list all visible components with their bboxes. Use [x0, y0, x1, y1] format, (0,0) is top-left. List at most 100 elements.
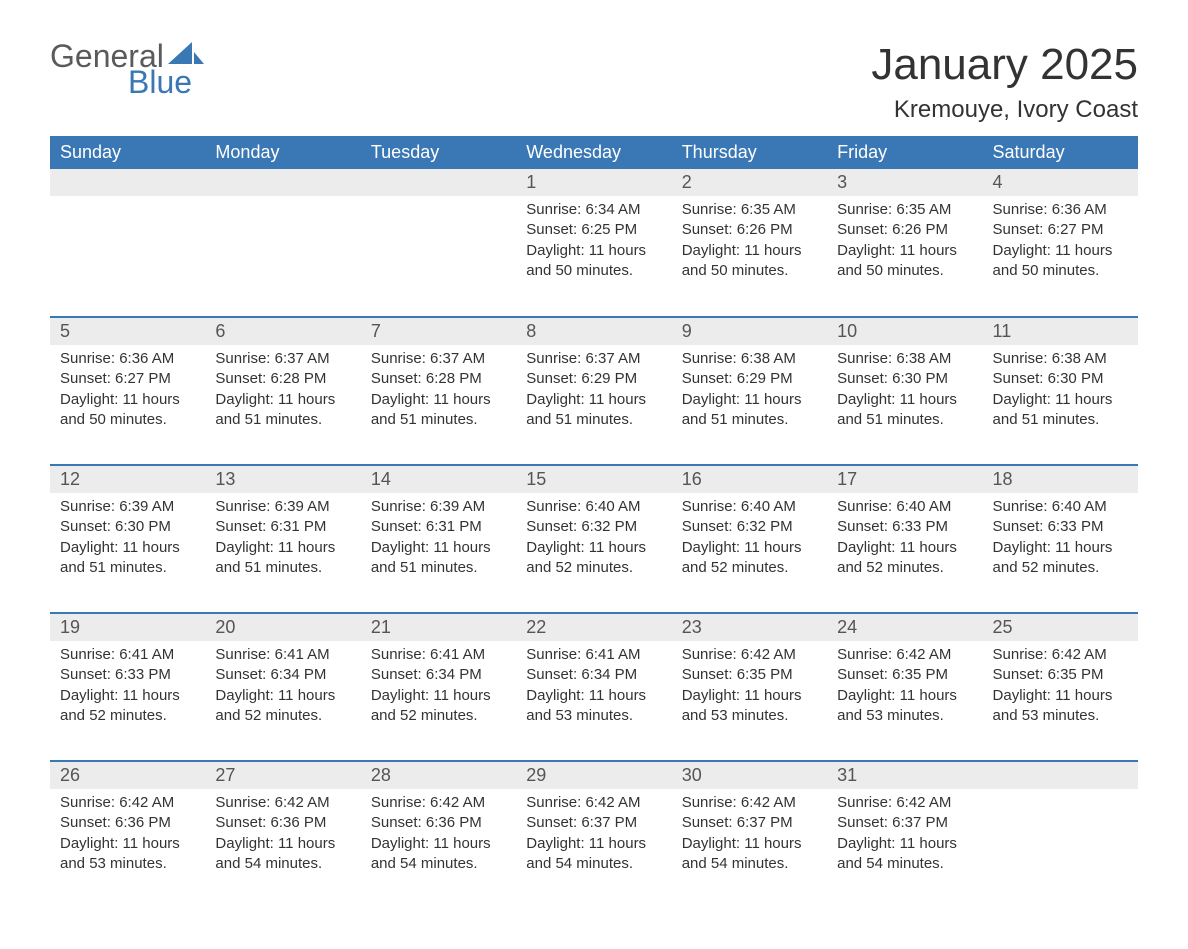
calendar-day-cell: 26Sunrise: 6:42 AMSunset: 6:36 PMDayligh… [50, 761, 205, 909]
sunrise-line-value: 6:37 AM [430, 350, 485, 367]
day-details: Sunrise: 6:38 AMSunset: 6:30 PMDaylight:… [983, 345, 1138, 440]
day-details: Sunrise: 6:42 AMSunset: 6:37 PMDaylight:… [516, 789, 671, 884]
sunset-line-label: Sunset: [993, 370, 1048, 387]
day-details: Sunrise: 6:42 AMSunset: 6:36 PMDaylight:… [205, 789, 360, 884]
sunset-line: Sunset: 6:28 PM [371, 369, 506, 389]
calendar-day-cell: 30Sunrise: 6:42 AMSunset: 6:37 PMDayligh… [672, 761, 827, 909]
daylight-line: Daylight: 11 hours and 52 minutes. [371, 686, 506, 727]
day-details: Sunrise: 6:42 AMSunset: 6:36 PMDaylight:… [50, 789, 205, 884]
sunrise-line-value: 6:34 AM [585, 201, 640, 218]
sunrise-line-value: 6:40 AM [896, 498, 951, 515]
sunrise-line-value: 6:40 AM [585, 498, 640, 515]
day-number: 6 [205, 318, 360, 345]
sunrise-line-label: Sunrise: [993, 646, 1052, 663]
sunrise-line: Sunrise: 6:35 AM [682, 200, 817, 220]
month-title: January 2025 [871, 40, 1138, 90]
calendar-day-cell: 21Sunrise: 6:41 AMSunset: 6:34 PMDayligh… [361, 613, 516, 761]
daylight-line-label: Daylight: [526, 687, 589, 704]
sunrise-line: Sunrise: 6:36 AM [60, 349, 195, 369]
daylight-line: Daylight: 11 hours and 52 minutes. [215, 686, 350, 727]
daylight-line-label: Daylight: [993, 539, 1056, 556]
day-number: 8 [516, 318, 671, 345]
calendar-day-cell [50, 169, 205, 317]
sunset-line-label: Sunset: [526, 221, 581, 238]
sunrise-line: Sunrise: 6:36 AM [993, 200, 1128, 220]
day-number: 20 [205, 614, 360, 641]
sunrise-line-value: 6:40 AM [1052, 498, 1107, 515]
sunrise-line-value: 6:35 AM [896, 201, 951, 218]
sunrise-line: Sunrise: 6:42 AM [526, 793, 661, 813]
sunrise-line-label: Sunrise: [993, 201, 1052, 218]
calendar-day-cell [983, 761, 1138, 909]
day-details: Sunrise: 6:41 AMSunset: 6:34 PMDaylight:… [205, 641, 360, 736]
calendar-day-cell: 20Sunrise: 6:41 AMSunset: 6:34 PMDayligh… [205, 613, 360, 761]
sunset-line-value: 6:33 PM [115, 666, 171, 683]
day-details: Sunrise: 6:40 AMSunset: 6:32 PMDaylight:… [516, 493, 671, 588]
day-number [361, 169, 516, 196]
sunset-line-label: Sunset: [682, 370, 737, 387]
daylight-line: Daylight: 11 hours and 54 minutes. [371, 834, 506, 875]
daylight-line: Daylight: 11 hours and 51 minutes. [526, 390, 661, 431]
sunrise-line-value: 6:42 AM [119, 794, 174, 811]
sunrise-line: Sunrise: 6:41 AM [215, 645, 350, 665]
sunset-line-label: Sunset: [682, 518, 737, 535]
day-header: Thursday [672, 136, 827, 169]
day-number: 16 [672, 466, 827, 493]
daylight-line: Daylight: 11 hours and 52 minutes. [993, 538, 1128, 579]
sunrise-line-value: 6:42 AM [896, 794, 951, 811]
calendar-day-cell: 9Sunrise: 6:38 AMSunset: 6:29 PMDaylight… [672, 317, 827, 465]
sunrise-line: Sunrise: 6:42 AM [60, 793, 195, 813]
sunset-line-value: 6:32 PM [581, 518, 637, 535]
sunset-line-label: Sunset: [371, 370, 426, 387]
daylight-line-label: Daylight: [837, 539, 900, 556]
sunrise-line-value: 6:36 AM [1052, 201, 1107, 218]
sunset-line: Sunset: 6:25 PM [526, 220, 661, 240]
sunset-line: Sunset: 6:36 PM [371, 813, 506, 833]
day-number: 21 [361, 614, 516, 641]
sunset-line: Sunset: 6:35 PM [682, 665, 817, 685]
sunrise-line-value: 6:42 AM [275, 794, 330, 811]
sunset-line: Sunset: 6:27 PM [60, 369, 195, 389]
sunrise-line-label: Sunrise: [526, 646, 585, 663]
sunrise-line-label: Sunrise: [215, 350, 274, 367]
day-details: Sunrise: 6:41 AMSunset: 6:34 PMDaylight:… [361, 641, 516, 736]
daylight-line-label: Daylight: [682, 835, 745, 852]
sunrise-line-value: 6:37 AM [275, 350, 330, 367]
day-number: 17 [827, 466, 982, 493]
day-number: 29 [516, 762, 671, 789]
sunset-line: Sunset: 6:31 PM [371, 517, 506, 537]
sunset-line: Sunset: 6:32 PM [682, 517, 817, 537]
sunset-line-value: 6:28 PM [270, 370, 326, 387]
sunset-line: Sunset: 6:33 PM [993, 517, 1128, 537]
calendar-day-cell: 23Sunrise: 6:42 AMSunset: 6:35 PMDayligh… [672, 613, 827, 761]
day-number [983, 762, 1138, 789]
sunrise-line-label: Sunrise: [371, 794, 430, 811]
sunrise-line: Sunrise: 6:39 AM [60, 497, 195, 517]
daylight-line-label: Daylight: [993, 242, 1056, 259]
sunrise-line-label: Sunrise: [371, 646, 430, 663]
sunset-line: Sunset: 6:30 PM [993, 369, 1128, 389]
sunset-line-value: 6:31 PM [426, 518, 482, 535]
sunrise-line: Sunrise: 6:39 AM [371, 497, 506, 517]
sunrise-line-value: 6:42 AM [896, 646, 951, 663]
sunrise-line-label: Sunrise: [682, 794, 741, 811]
sunset-line-value: 6:25 PM [581, 221, 637, 238]
sunrise-line: Sunrise: 6:38 AM [837, 349, 972, 369]
sunset-line: Sunset: 6:34 PM [371, 665, 506, 685]
daylight-line-label: Daylight: [215, 391, 278, 408]
daylight-line: Daylight: 11 hours and 54 minutes. [215, 834, 350, 875]
sunrise-line-label: Sunrise: [837, 350, 896, 367]
day-details: Sunrise: 6:35 AMSunset: 6:26 PMDaylight:… [672, 196, 827, 291]
day-number: 11 [983, 318, 1138, 345]
day-details: Sunrise: 6:39 AMSunset: 6:30 PMDaylight:… [50, 493, 205, 588]
day-header: Sunday [50, 136, 205, 169]
calendar-day-cell: 27Sunrise: 6:42 AMSunset: 6:36 PMDayligh… [205, 761, 360, 909]
day-details: Sunrise: 6:37 AMSunset: 6:29 PMDaylight:… [516, 345, 671, 440]
sunrise-line-value: 6:38 AM [896, 350, 951, 367]
calendar-day-cell: 15Sunrise: 6:40 AMSunset: 6:32 PMDayligh… [516, 465, 671, 613]
sunrise-line-label: Sunrise: [993, 350, 1052, 367]
calendar-day-cell: 14Sunrise: 6:39 AMSunset: 6:31 PMDayligh… [361, 465, 516, 613]
calendar-day-cell: 22Sunrise: 6:41 AMSunset: 6:34 PMDayligh… [516, 613, 671, 761]
day-header: Tuesday [361, 136, 516, 169]
calendar-day-cell: 29Sunrise: 6:42 AMSunset: 6:37 PMDayligh… [516, 761, 671, 909]
